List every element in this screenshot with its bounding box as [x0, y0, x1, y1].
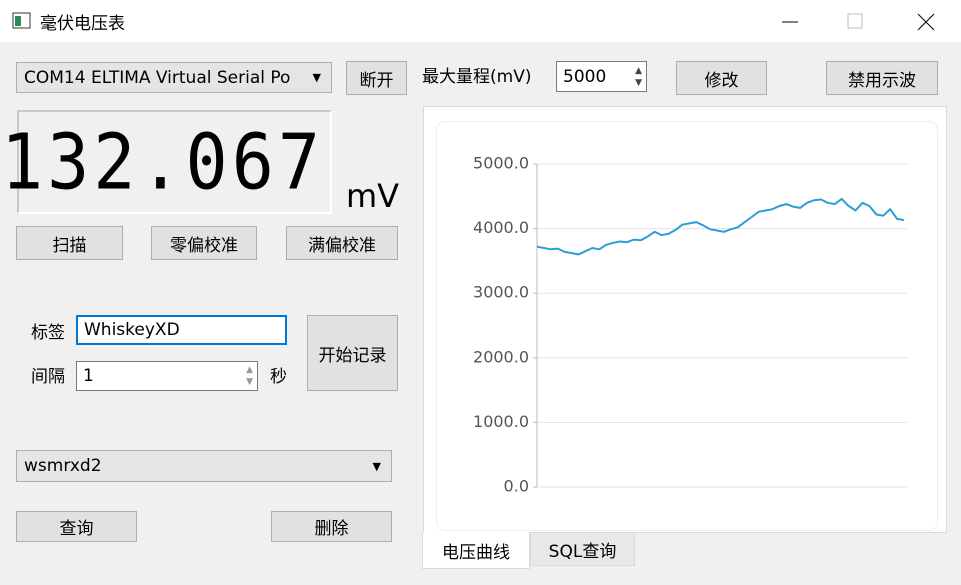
tag-label: 标签	[31, 322, 65, 343]
app-icon	[12, 12, 31, 29]
port-text: COM14 ELTIMA Virtual Serial Po	[24, 67, 291, 88]
tag-value: WhiskeyXD	[84, 320, 180, 340]
modify-button[interactable]: 修改	[676, 61, 767, 95]
tab-sql[interactable]: SQL查询	[530, 532, 635, 566]
db-select[interactable]: wsmrxd2 ▼	[16, 450, 392, 482]
max-range-value: 5000	[563, 66, 607, 87]
y-tick-label: 3000.0	[473, 283, 529, 302]
y-tick-label: 0.0	[504, 477, 529, 496]
max-range-label: 最大量程(mV)	[422, 66, 532, 87]
tab-voltage[interactable]: 电压曲线	[422, 532, 530, 569]
interval-spinbox[interactable]: 1 ▲ ▼	[76, 361, 258, 391]
lcd-display: 4132.067	[0, 110, 332, 214]
chart-panel: 0.0 1000.0 2000.0 3000.0 4000.0 5000.0	[437, 122, 937, 530]
data-line	[536, 197, 905, 256]
y-tick-label: 5000.0	[473, 154, 529, 173]
lcd-value: 4132.067	[0, 116, 324, 208]
db-text: wsmrxd2	[24, 456, 102, 476]
window-title: 毫伏电压表	[40, 13, 125, 34]
start-record-button[interactable]: 开始记录	[307, 315, 398, 391]
query-button[interactable]: 查询	[16, 511, 137, 542]
full-cal-button[interactable]: 满偏校准	[286, 226, 398, 260]
delete-button[interactable]: 删除	[271, 511, 392, 542]
chart: 0.0 1000.0 2000.0 3000.0 4000.0 5000.0	[473, 154, 907, 496]
unit-label: mV	[346, 177, 400, 215]
seconds-label: 秒	[270, 366, 287, 387]
y-tick-label: 1000.0	[473, 412, 529, 431]
title-bar: 毫伏电压表	[0, 0, 961, 42]
interval-label: 间隔	[31, 366, 65, 387]
y-tick-label: 2000.0	[473, 347, 529, 366]
window-controls[interactable]	[770, 0, 961, 42]
disconnect-button[interactable]: 断开	[346, 61, 407, 95]
y-tick-label: 4000.0	[473, 218, 529, 237]
tag-input[interactable]: WhiskeyXD	[76, 315, 287, 345]
zero-cal-button[interactable]: 零偏校准	[151, 226, 257, 260]
disable-scope-button[interactable]: 禁用示波	[826, 61, 938, 95]
port-select[interactable]: COM14 ELTIMA Virtual Serial Po ▼	[16, 62, 332, 93]
scan-button[interactable]: 扫描	[16, 226, 123, 260]
interval-value: 1	[83, 366, 94, 386]
max-range-spinbox[interactable]: 5000 ▲ ▼	[556, 61, 647, 92]
